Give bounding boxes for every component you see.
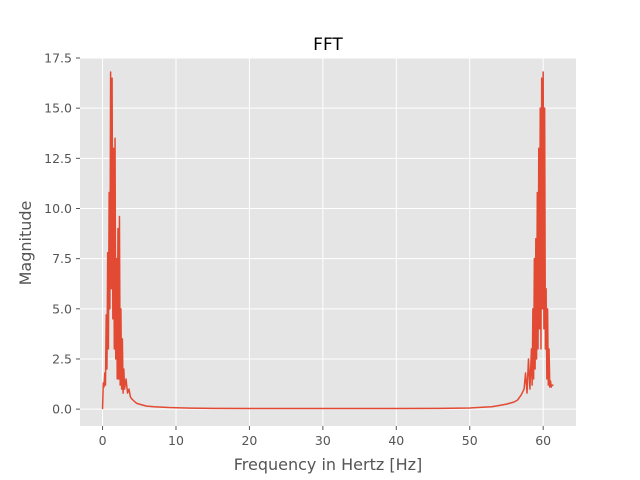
y-tick-label: 7.5 <box>52 251 72 266</box>
x-tick-label: 20 <box>241 433 257 448</box>
grid-lines <box>80 57 576 426</box>
y-tick-label: 15.0 <box>44 101 72 116</box>
x-axis-ticks: 0 10 20 30 40 50 60 <box>99 426 551 448</box>
y-tick-label: 12.5 <box>44 151 72 166</box>
y-axis-label: Magnitude <box>16 201 35 286</box>
y-tick-label: 5.0 <box>52 301 72 316</box>
x-tick-label: 0 <box>99 433 107 448</box>
chart-title: FFT <box>313 35 343 55</box>
plot-area <box>80 58 576 426</box>
y-tick-label: 10.0 <box>44 201 72 216</box>
y-tick-label: 17.5 <box>44 51 72 66</box>
x-tick-label: 50 <box>462 433 478 448</box>
y-tick-label: 2.5 <box>52 351 72 366</box>
x-tick-label: 60 <box>535 433 551 448</box>
x-axis-label: Frequency in Hertz [Hz] <box>234 455 423 474</box>
x-tick-label: 30 <box>315 433 331 448</box>
series-group <box>101 71 554 410</box>
y-axis-ticks: 0.0 2.5 5.0 7.5 10.0 12.5 15.0 17.5 <box>44 51 80 417</box>
x-tick-label: 10 <box>168 433 184 448</box>
x-tick-label: 40 <box>388 433 404 448</box>
series-line <box>101 71 554 410</box>
y-tick-label: 0.0 <box>52 402 72 417</box>
